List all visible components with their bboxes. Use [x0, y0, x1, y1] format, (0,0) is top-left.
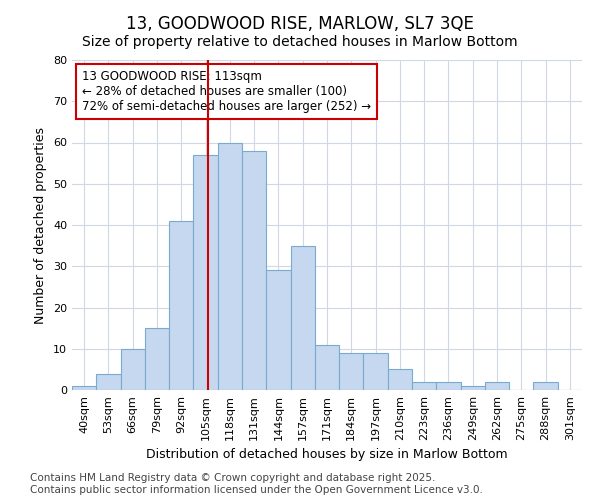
Bar [218, 142, 242, 390]
Text: Size of property relative to detached houses in Marlow Bottom: Size of property relative to detached ho… [82, 35, 518, 49]
Bar [121, 349, 145, 390]
Bar [339, 353, 364, 390]
Bar [96, 374, 121, 390]
X-axis label: Distribution of detached houses by size in Marlow Bottom: Distribution of detached houses by size … [146, 448, 508, 462]
Bar [436, 382, 461, 390]
Bar [533, 382, 558, 390]
Bar [364, 353, 388, 390]
Text: 13 GOODWOOD RISE: 113sqm
← 28% of detached houses are smaller (100)
72% of semi-: 13 GOODWOOD RISE: 113sqm ← 28% of detach… [82, 70, 371, 113]
Bar [242, 151, 266, 390]
Bar [388, 370, 412, 390]
Bar [72, 386, 96, 390]
Bar [461, 386, 485, 390]
Bar [485, 382, 509, 390]
Bar [193, 155, 218, 390]
Text: 13, GOODWOOD RISE, MARLOW, SL7 3QE: 13, GOODWOOD RISE, MARLOW, SL7 3QE [126, 15, 474, 33]
Bar [145, 328, 169, 390]
Bar [412, 382, 436, 390]
Bar [290, 246, 315, 390]
Y-axis label: Number of detached properties: Number of detached properties [34, 126, 47, 324]
Bar [315, 344, 339, 390]
Bar [169, 221, 193, 390]
Bar [266, 270, 290, 390]
Text: Contains HM Land Registry data © Crown copyright and database right 2025.
Contai: Contains HM Land Registry data © Crown c… [30, 474, 483, 495]
